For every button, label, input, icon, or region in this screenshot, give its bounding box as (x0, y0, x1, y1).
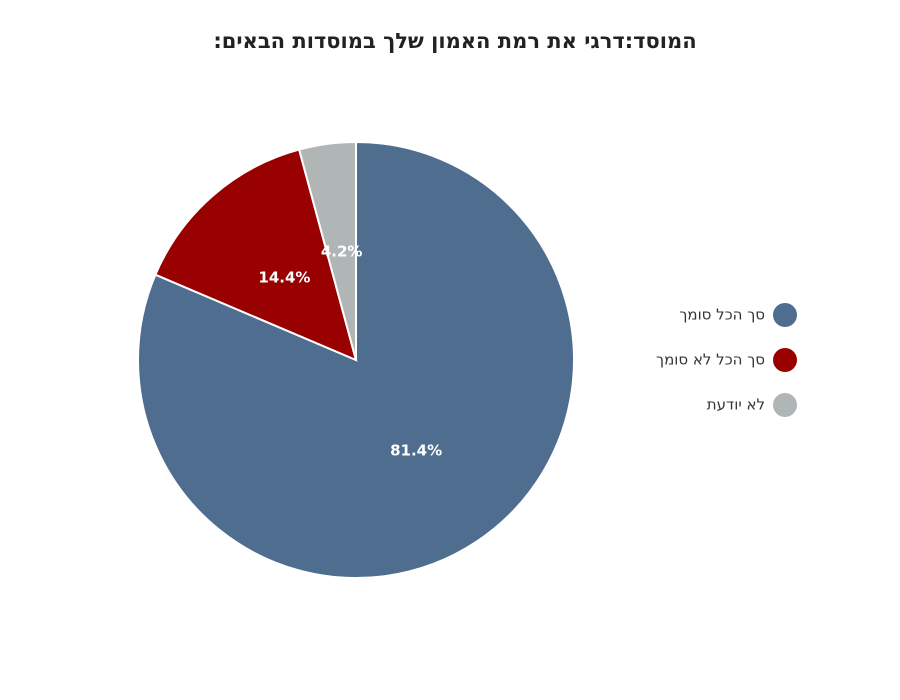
value-label: 14.4% (258, 268, 310, 286)
value-label: 81.4% (390, 441, 442, 459)
legend-label: סך הכל לא סומך (656, 351, 765, 369)
chart-title: המוסד:דרגי את רמת האמון שלך במוסדות הבאי… (213, 29, 696, 53)
pie-slice (297, 140, 357, 361)
legend-swatch (773, 348, 797, 372)
legend-swatch (773, 303, 797, 327)
legend-swatch (773, 393, 797, 417)
legend-label: סך הכל סומך (679, 306, 765, 324)
legend-label: לא יודעת (707, 396, 765, 414)
pie-slice (154, 148, 358, 362)
value-label: 4.2% (321, 242, 363, 260)
